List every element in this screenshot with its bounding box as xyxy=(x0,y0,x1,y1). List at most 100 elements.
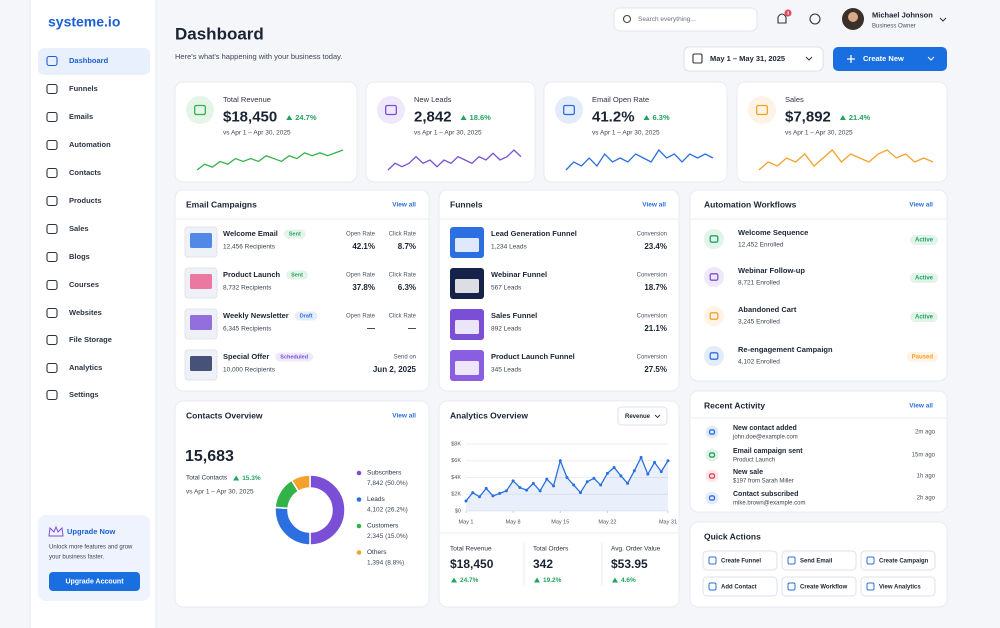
activity-title: Email campaign sent xyxy=(733,448,803,455)
view-all-link[interactable]: View all xyxy=(909,202,933,209)
funnel-name[interactable]: Lead Generation Funnel xyxy=(491,229,577,238)
kpi-value: 2,842 xyxy=(414,108,452,125)
status-badge: Sent xyxy=(289,231,301,237)
card xyxy=(174,400,430,608)
card-title: Automation Workflows xyxy=(704,199,797,209)
funnel-leads: 1,234 Leads xyxy=(491,244,528,251)
funnel-leads: 345 Leads xyxy=(491,367,522,374)
search-placeholder[interactable]: Search everything... xyxy=(638,16,696,23)
quick-action-button[interactable] xyxy=(781,550,857,571)
quick-action-label[interactable]: Send Email xyxy=(800,559,833,565)
nav-item[interactable]: Emails xyxy=(69,112,93,121)
user-caret[interactable] xyxy=(939,17,947,22)
quick-action-label[interactable]: Create Campaign xyxy=(879,559,929,565)
nav-icon xyxy=(46,83,58,95)
workflow-name[interactable]: Welcome Sequence xyxy=(738,228,808,237)
nav-item[interactable]: File Storage xyxy=(69,335,112,344)
nav-item[interactable]: Websites xyxy=(69,308,102,317)
bell-icon[interactable] xyxy=(777,13,787,24)
legend-dot xyxy=(356,470,362,476)
x-tick-label: May 31 xyxy=(659,519,677,525)
quick-action-label[interactable]: Create Funnel xyxy=(721,559,761,565)
upgrade-button-label[interactable]: Upgrade Account xyxy=(65,578,124,585)
nav-item[interactable]: Funnels xyxy=(69,84,98,93)
point xyxy=(578,491,582,495)
search-box[interactable] xyxy=(613,7,758,32)
sparkline xyxy=(565,148,714,171)
nav-item[interactable]: Automation xyxy=(69,140,111,149)
legend-dot xyxy=(356,550,362,555)
campaign-thumbnail-art xyxy=(190,274,212,289)
campaign-name[interactable]: Weekly Newsletter xyxy=(223,311,289,320)
nav-item[interactable]: Courses xyxy=(69,280,99,289)
dropdown-label[interactable]: Revenue xyxy=(625,414,651,420)
quick-action-label[interactable]: Create Workflow xyxy=(800,585,848,591)
nav-item[interactable]: Contacts xyxy=(69,168,101,177)
campaign-recipients: 8,732 Recipients xyxy=(223,285,272,292)
nav-item[interactable]: Products xyxy=(69,196,102,205)
workflow-name[interactable]: Re-engagement Campaign xyxy=(738,345,833,354)
stat-label: Avg. Order Value xyxy=(611,546,661,553)
quick-action-button[interactable] xyxy=(860,576,936,597)
icon-glyph xyxy=(709,312,719,320)
date-range[interactable]: May 1 – May 31, 2025 xyxy=(710,54,785,63)
icon-glyph xyxy=(563,104,575,116)
nav-active-bg xyxy=(38,48,150,75)
notification-badge xyxy=(784,9,792,17)
workflow-name[interactable]: Webinar Follow-up xyxy=(738,266,805,275)
stat-value: 18.7% xyxy=(644,283,667,292)
quick-action-button[interactable] xyxy=(860,550,936,571)
view-all-link[interactable]: View all xyxy=(642,202,666,209)
funnel-name[interactable]: Product Launch Funnel xyxy=(491,352,575,361)
campaign-name[interactable]: Product Launch xyxy=(223,270,281,279)
icon-glyph xyxy=(708,452,716,458)
campaign-thumbnail-art xyxy=(190,233,212,248)
card xyxy=(438,400,680,608)
status-badge-bg xyxy=(294,311,318,321)
help-icon[interactable] xyxy=(809,13,821,25)
workflow-enrolled: 4,102 Enrolled xyxy=(738,359,780,366)
campaign-thumbnail-art xyxy=(190,356,212,371)
view-all-link[interactable]: View all xyxy=(909,403,933,410)
nav-item[interactable]: Blogs xyxy=(69,252,90,261)
nav-item[interactable]: Analytics xyxy=(69,363,102,372)
funnel-leads: 892 Leads xyxy=(491,326,522,333)
kpi-label: Total Revenue xyxy=(223,95,271,104)
quick-action-button[interactable] xyxy=(781,576,857,597)
up-arrow xyxy=(460,115,467,120)
date-picker[interactable] xyxy=(683,46,824,72)
stat-value: 42.1% xyxy=(352,242,375,251)
view-all-link[interactable]: View all xyxy=(392,202,416,209)
nav-icon xyxy=(46,195,58,207)
kpi-icon xyxy=(555,96,583,124)
status-badge-bg xyxy=(275,352,314,362)
quick-action-button[interactable] xyxy=(702,576,778,597)
stat-value: $18,450 xyxy=(450,557,494,571)
workflow-name[interactable]: Abandoned Cart xyxy=(738,305,797,314)
create-button[interactable] xyxy=(833,47,947,71)
kpi-compare: vs Apr 1 – Apr 30, 2025 xyxy=(223,130,291,137)
point xyxy=(619,474,623,478)
quick-action-label[interactable]: Add Contact xyxy=(721,585,757,591)
metric-dropdown[interactable] xyxy=(617,406,668,426)
funnel-name[interactable]: Sales Funnel xyxy=(491,311,537,320)
quick-action-label[interactable]: View Analytics xyxy=(879,585,921,591)
campaign-name[interactable]: Special Offer xyxy=(223,352,269,361)
nav-item[interactable]: Settings xyxy=(69,390,99,399)
create-button-label[interactable]: Create New xyxy=(863,54,904,63)
funnel-name[interactable]: Webinar Funnel xyxy=(491,270,547,279)
nav-item[interactable]: Sales xyxy=(69,224,89,233)
upgrade-button[interactable] xyxy=(49,572,140,591)
avatar-face xyxy=(848,12,858,22)
contacts-compare: vs Apr 1 – Apr 30, 2025 xyxy=(186,489,254,496)
quick-action-button[interactable] xyxy=(702,550,778,571)
y-tick-label: $8K xyxy=(451,441,461,447)
funnel-thumbnail-art xyxy=(455,320,479,334)
status-badge: Active xyxy=(915,276,934,282)
nav-item[interactable]: Dashboard xyxy=(69,56,109,65)
campaign-name[interactable]: Welcome Email xyxy=(223,229,278,238)
activity-title: Contact subscribed xyxy=(733,491,798,498)
workflow-icon xyxy=(704,267,724,287)
view-all-link[interactable]: View all xyxy=(392,413,416,420)
sidebar xyxy=(29,0,157,628)
